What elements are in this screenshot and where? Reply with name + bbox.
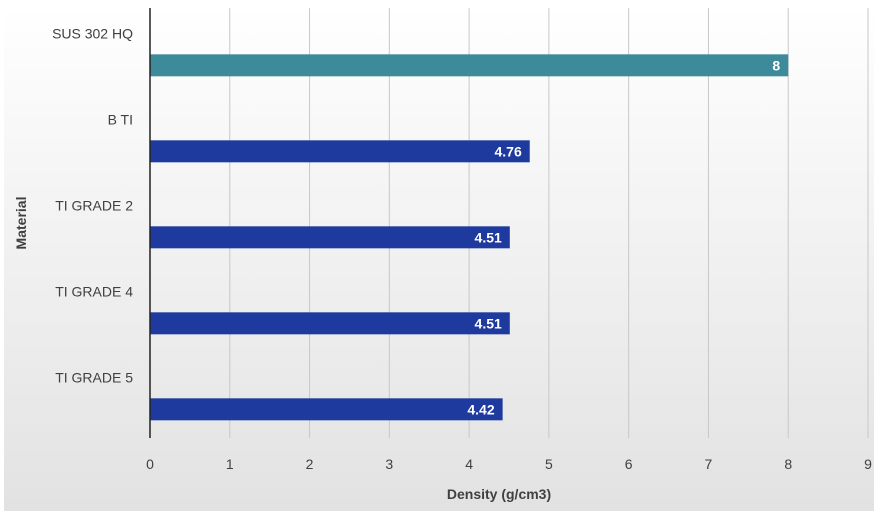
- x-tick-label: 2: [306, 456, 314, 472]
- bar: [150, 312, 510, 335]
- x-axis-title: Density (g/cm3): [447, 486, 551, 502]
- data-label: 4.42: [467, 401, 494, 417]
- category-label: TI GRADE 5: [55, 369, 133, 385]
- x-tick-label: 7: [705, 456, 713, 472]
- bars: 8 4.76 4.51 4.51 4.42: [150, 54, 789, 421]
- data-label: 4.51: [475, 229, 502, 245]
- category-label: TI GRADE 2: [55, 197, 133, 213]
- category-label: TI GRADE 4: [55, 283, 133, 299]
- gridlines: [229, 8, 869, 438]
- bar: [150, 140, 530, 163]
- x-axis-ticks: 0 1 2 3 4 5 6 7 8 9: [146, 456, 872, 472]
- data-label: 4.51: [475, 315, 502, 331]
- bar: [150, 54, 789, 77]
- category-label: SUS 302 HQ: [52, 25, 133, 41]
- x-tick-label: 1: [226, 456, 234, 472]
- plot-background: [4, 6, 874, 511]
- y-axis-categories: SUS 302 HQ B TI TI GRADE 2 TI GRADE 4 TI GRA…: [52, 25, 133, 385]
- data-label: 8: [772, 57, 780, 73]
- data-label: 4.76: [494, 143, 521, 159]
- bar: [150, 398, 503, 421]
- bar: [150, 226, 510, 249]
- x-tick-label: 5: [545, 456, 553, 472]
- x-tick-label: 9: [864, 456, 872, 472]
- y-axis-title: Material: [13, 197, 29, 250]
- category-label: B TI: [108, 111, 133, 127]
- x-tick-label: 6: [625, 456, 633, 472]
- x-tick-label: 4: [465, 456, 473, 472]
- x-tick-label: 0: [146, 456, 154, 472]
- x-tick-label: 3: [385, 456, 393, 472]
- x-tick-label: 8: [784, 456, 792, 472]
